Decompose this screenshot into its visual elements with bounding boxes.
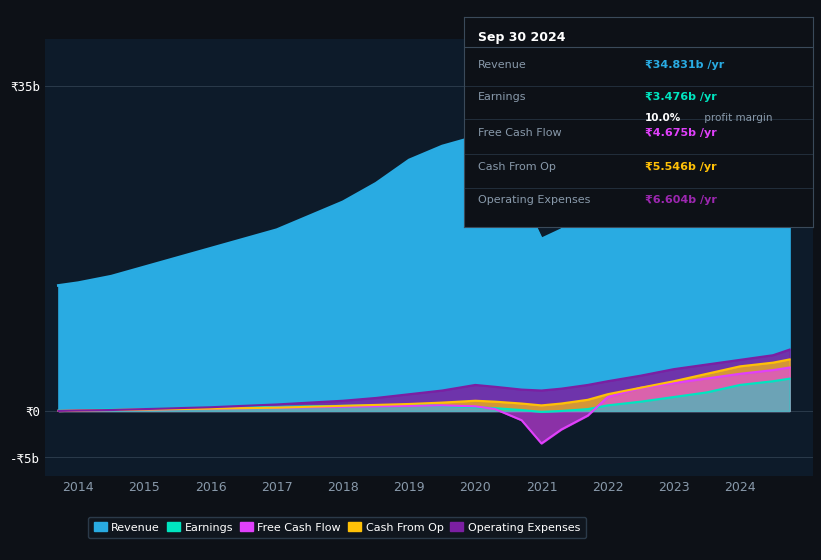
Text: Revenue: Revenue xyxy=(478,60,526,70)
Text: Operating Expenses: Operating Expenses xyxy=(478,195,590,206)
Text: ₹6.604b /yr: ₹6.604b /yr xyxy=(645,195,718,206)
Text: ₹4.675b /yr: ₹4.675b /yr xyxy=(645,128,717,138)
Text: ₹3.476b /yr: ₹3.476b /yr xyxy=(645,92,717,102)
Text: 10.0%: 10.0% xyxy=(645,114,681,123)
Text: ₹34.831b /yr: ₹34.831b /yr xyxy=(645,60,725,70)
Text: Earnings: Earnings xyxy=(478,92,526,102)
Text: Cash From Op: Cash From Op xyxy=(478,162,556,172)
Legend: Revenue, Earnings, Free Cash Flow, Cash From Op, Operating Expenses: Revenue, Earnings, Free Cash Flow, Cash … xyxy=(88,516,585,538)
Text: ₹5.546b /yr: ₹5.546b /yr xyxy=(645,162,717,172)
Text: profit margin: profit margin xyxy=(701,114,773,123)
Text: Free Cash Flow: Free Cash Flow xyxy=(478,128,562,138)
Text: Sep 30 2024: Sep 30 2024 xyxy=(478,31,566,44)
